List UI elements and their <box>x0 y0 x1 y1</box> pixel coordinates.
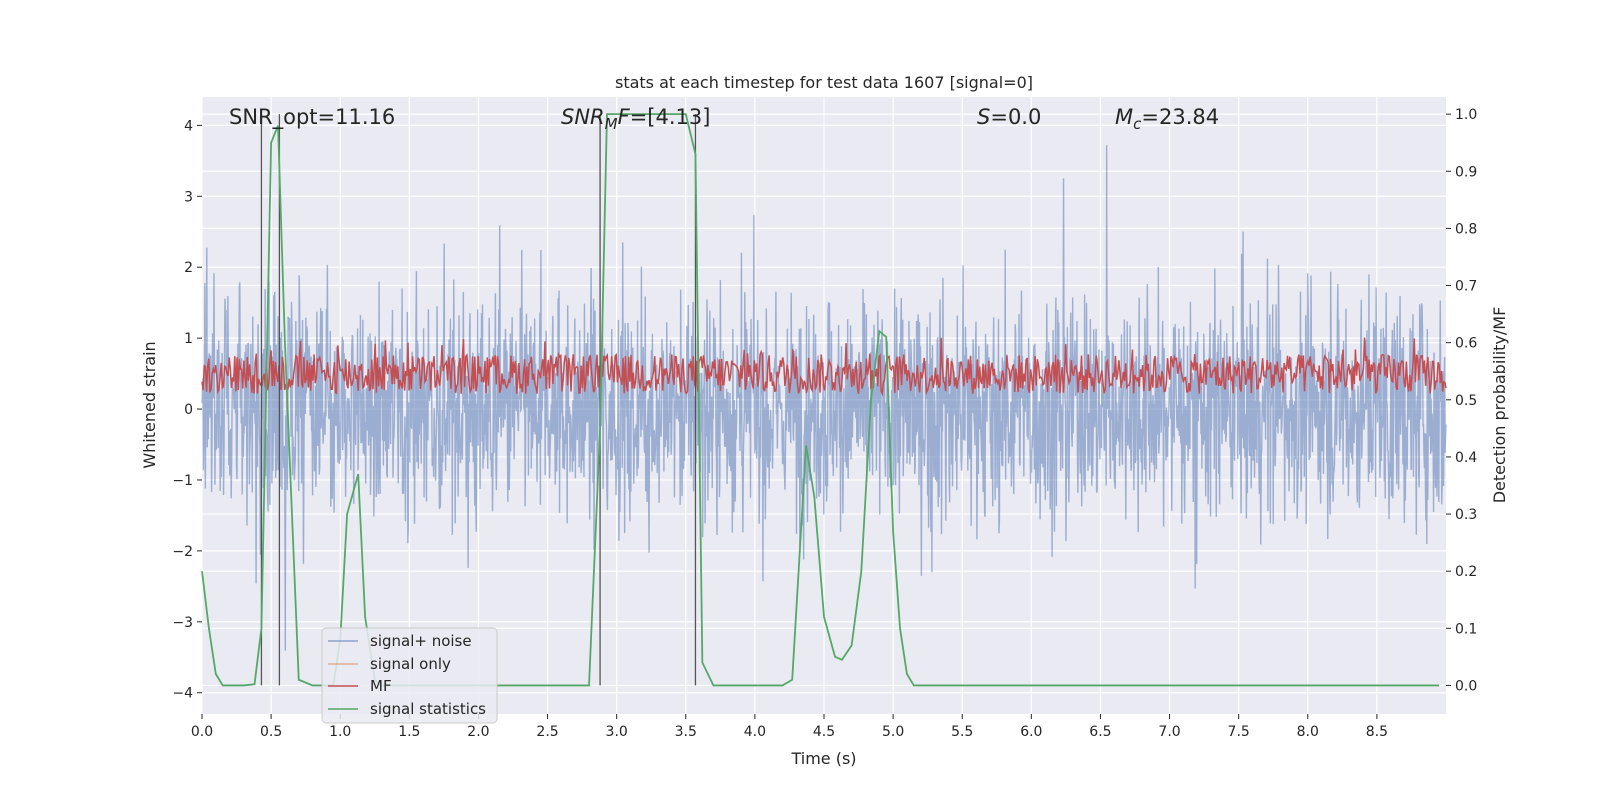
right-y-tick-label: 0.0 <box>1455 678 1477 694</box>
left-y-tick-label: 2 <box>184 260 193 276</box>
x-tick-label: 0.0 <box>191 724 213 740</box>
x-tick-label: 1.0 <box>329 724 351 740</box>
annotation-snr-mf: SNRMF=[4.13] <box>561 105 710 133</box>
annotation-mc: Mc=23.84 <box>1115 105 1219 133</box>
x-tick-label: 8.0 <box>1297 724 1319 740</box>
right-y-tick-label: 0.4 <box>1455 450 1477 466</box>
left-y-tick-label: −4 <box>172 686 193 702</box>
x-tick-label: 4.5 <box>813 724 835 740</box>
x-tick-label: 4.0 <box>744 724 766 740</box>
annotation-snr-opt: SNR_opt=11.16 <box>229 105 395 130</box>
right-y-ticks: 1.0 0.9 0.8 0.7 0.6 0.5 0.4 0.3 0.2 0.1 0.0 <box>1446 107 1477 694</box>
left-y-tick-label: −2 <box>172 544 193 560</box>
legend-box <box>321 627 498 724</box>
mf-line <box>201 337 1447 397</box>
x-tick-label: 1.5 <box>398 724 420 740</box>
right-y-axis-label: Detection probability/MF <box>1490 307 1509 504</box>
right-y-tick-label: 0.3 <box>1455 507 1477 523</box>
annotation-mc-value: =23.84 <box>1141 105 1219 129</box>
x-tick-label: 5.5 <box>951 724 973 740</box>
mf-series <box>201 337 1447 397</box>
right-y-tick-label: 0.6 <box>1455 336 1477 352</box>
annotation-snr-mf-value: =[4.13] <box>630 105 711 129</box>
right-y-tick-label: 0.1 <box>1455 621 1477 637</box>
legend-label-statistics: signal statistics <box>370 700 486 718</box>
x-tick-label: 6.0 <box>1020 724 1042 740</box>
x-axis-label: Time (s) <box>790 749 856 768</box>
right-y-tick-label: 0.7 <box>1455 279 1477 295</box>
statistics-series <box>201 113 1440 687</box>
right-y-tick-label: 0.9 <box>1455 164 1477 180</box>
x-tick-label: 0.5 <box>260 724 282 740</box>
noise-series <box>201 145 1447 651</box>
left-y-tick-label: −1 <box>172 473 193 489</box>
left-y-tick-label: 0 <box>184 402 193 418</box>
left-y-tick-label: 3 <box>184 189 193 205</box>
x-tick-label: 2.5 <box>536 724 558 740</box>
right-y-tick-label: 0.8 <box>1455 221 1477 237</box>
left-y-ticks: 4 3 2 1 0 −1 −2 −3 −4 <box>172 118 202 702</box>
noise-line <box>201 145 1447 651</box>
right-y-tick-label: 1.0 <box>1455 107 1477 123</box>
chart-title: stats at each timestep for test data 160… <box>615 73 1033 92</box>
right-y-tick-label: 0.2 <box>1455 564 1477 580</box>
left-y-tick-label: 4 <box>184 118 193 134</box>
x-tick-label: 6.5 <box>1089 724 1111 740</box>
annotation-s: S=0.0 <box>977 105 1041 129</box>
legend-label-signal-only: signal only <box>370 655 451 673</box>
x-tick-label: 3.5 <box>675 724 697 740</box>
left-y-axis-label: Whitened strain <box>140 341 159 468</box>
x-tick-label: 7.5 <box>1228 724 1250 740</box>
x-tick-label: 3.0 <box>606 724 628 740</box>
left-y-tick-label: −3 <box>172 615 193 631</box>
right-y-tick-label: 0.5 <box>1455 393 1477 409</box>
x-ticks: 0.0 0.5 1.0 1.5 2.0 2.5 3.0 3.5 4.0 4.5 5.0 5.5 6.0 6… <box>191 714 1388 740</box>
annotation-s-value: =0.0 <box>990 105 1041 129</box>
left-y-tick-label: 1 <box>184 331 193 347</box>
legend: signal+ noise signal only MF signal stat… <box>321 627 498 724</box>
x-tick-label: 7.0 <box>1158 724 1180 740</box>
x-tick-label: 5.0 <box>882 724 904 740</box>
legend-label-noise: signal+ noise <box>370 632 472 650</box>
legend-label-mf: MF <box>370 677 392 695</box>
statistics-line <box>201 113 1440 687</box>
x-tick-label: 8.5 <box>1366 724 1388 740</box>
x-tick-label: 2.0 <box>467 724 489 740</box>
